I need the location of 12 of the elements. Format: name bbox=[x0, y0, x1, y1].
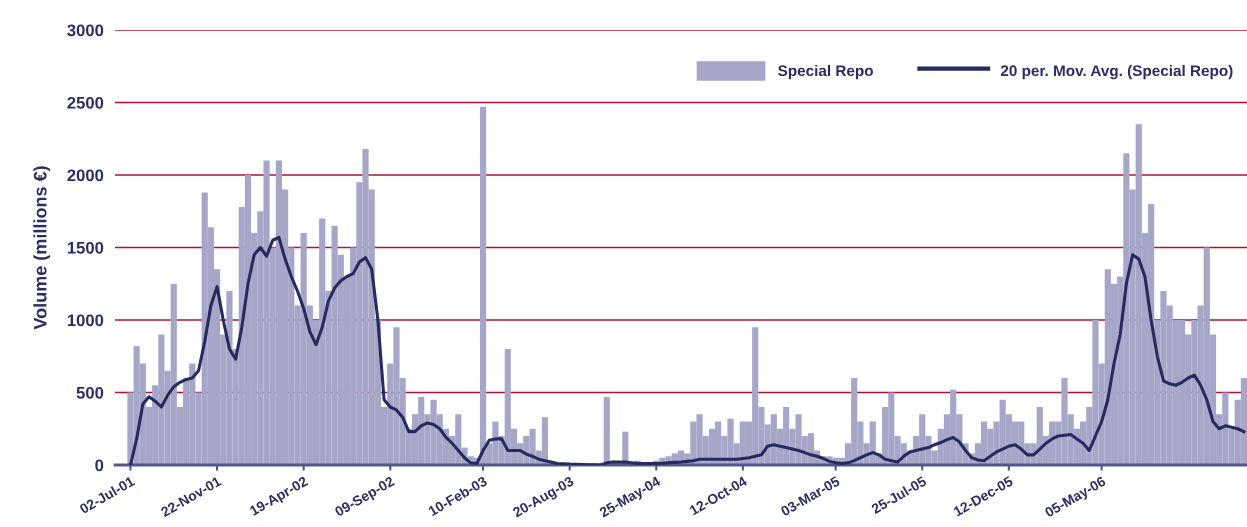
legend-label: Special Repo bbox=[778, 64, 873, 80]
y-tick-label: 1000 bbox=[67, 314, 104, 327]
y-axis-title: Volume (millions €) bbox=[33, 166, 51, 330]
y-tick-label: 500 bbox=[76, 386, 104, 399]
y-tick-label: 1500 bbox=[67, 241, 104, 254]
bar bbox=[603, 396, 610, 465]
line-series bbox=[128, 235, 1246, 465]
y-tick-label: 0 bbox=[95, 459, 104, 472]
y-tick-label: 2000 bbox=[67, 169, 104, 182]
y-tick-label: 2500 bbox=[67, 96, 104, 109]
legend-label: 20 per. Mov. Avg. (Special Repo) bbox=[1000, 64, 1233, 80]
y-tick-label: 3000 bbox=[67, 24, 104, 37]
